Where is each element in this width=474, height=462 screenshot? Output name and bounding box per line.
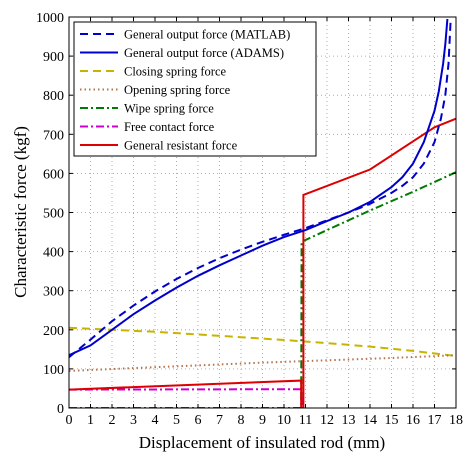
series-group xyxy=(69,18,456,408)
x-tick-label: 18 xyxy=(449,413,463,428)
y-tick-label: 400 xyxy=(43,246,64,261)
x-tick-label: 17 xyxy=(428,413,442,428)
legend-label: Opening spring force xyxy=(124,83,231,97)
x-tick-label: 8 xyxy=(238,413,245,428)
y-axis-label: Characteristic force (kgf) xyxy=(11,126,30,298)
x-tick-label: 2 xyxy=(109,413,116,428)
x-tick-label: 4 xyxy=(152,413,159,428)
legend-label: Closing spring force xyxy=(124,65,227,79)
y-tick-label: 1000 xyxy=(36,11,64,26)
x-tick-label: 10 xyxy=(277,413,291,428)
series-line-general-resistant-force xyxy=(69,117,456,408)
x-tick-label: 16 xyxy=(406,413,420,428)
x-tick-label: 14 xyxy=(363,413,377,428)
series-line-general-output-force-matlab xyxy=(69,20,452,358)
x-tick-label: 13 xyxy=(342,413,356,428)
y-tick-label: 900 xyxy=(43,50,64,65)
y-tick-label: 0 xyxy=(57,402,64,417)
series-line-general-output-force-adams xyxy=(69,18,449,357)
x-tick-label: 3 xyxy=(130,413,137,428)
y-tick-label: 200 xyxy=(43,324,64,339)
x-tick-label: 0 xyxy=(66,413,73,428)
y-tick-label: 800 xyxy=(43,89,64,104)
x-axis-label: Displacement of insulated rod (mm) xyxy=(139,433,385,452)
y-tick-label: 600 xyxy=(43,167,64,182)
x-tick-label: 6 xyxy=(195,413,202,428)
y-tick-label: 300 xyxy=(43,285,64,300)
x-tick-label: 9 xyxy=(259,413,266,428)
legend-label: General resistant force xyxy=(124,139,238,153)
legend: General output force (MATLAB) General out… xyxy=(73,21,317,157)
y-tick-label: 500 xyxy=(43,207,64,222)
y-tick-label: 100 xyxy=(43,363,64,378)
legend-label: General output force (ADAMS) xyxy=(124,46,284,60)
y-tick-label: 700 xyxy=(43,128,64,143)
ticks: 0 1 2 3 4 5 6 7 8 9 10 11 12 13 14 15 16 17 18010020030040… xyxy=(36,11,463,428)
legend-label: General output force (MATLAB) xyxy=(124,28,290,42)
x-tick-label: 12 xyxy=(320,413,334,428)
legend-box xyxy=(73,21,317,157)
legend-label: Free contact force xyxy=(124,120,215,134)
legend-label: Wipe spring force xyxy=(124,102,214,116)
series-line-opening-spring-force xyxy=(69,354,456,372)
x-tick-label: 1 xyxy=(87,413,94,428)
x-tick-label: 11 xyxy=(299,413,312,428)
x-tick-label: 5 xyxy=(173,413,180,428)
x-tick-label: 15 xyxy=(385,413,399,428)
x-tick-label: 7 xyxy=(216,413,223,428)
